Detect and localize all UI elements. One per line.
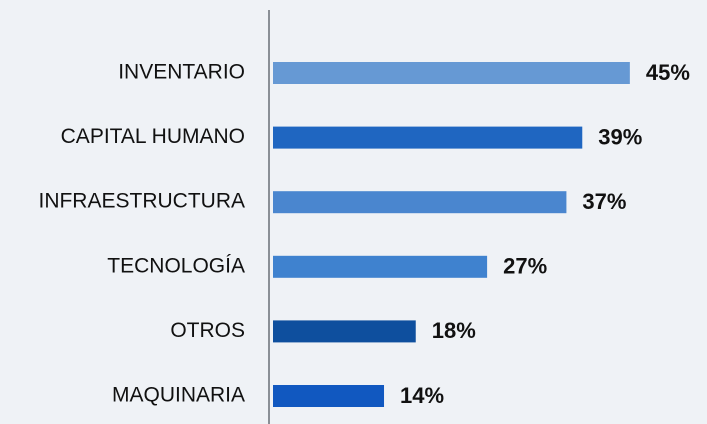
bar bbox=[273, 320, 416, 343]
value-label: 18% bbox=[432, 318, 476, 343]
bar bbox=[273, 385, 385, 407]
value-label: 27% bbox=[503, 254, 547, 279]
bar bbox=[273, 191, 567, 214]
value-label: 14% bbox=[400, 383, 444, 408]
bar bbox=[273, 126, 583, 149]
category-label: CAPITAL HUMANO bbox=[61, 125, 245, 148]
value-label: 37% bbox=[582, 189, 626, 214]
category-label: INVENTARIO bbox=[118, 61, 245, 84]
category-label: MAQUINARIA bbox=[112, 384, 245, 407]
category-label: OTROS bbox=[170, 319, 245, 342]
bar bbox=[273, 62, 630, 84]
value-label: 39% bbox=[598, 124, 642, 149]
value-label: 45% bbox=[646, 60, 690, 85]
category-label: TECNOLOGÍA bbox=[107, 254, 245, 277]
category-label: INFRAESTRUCTURA bbox=[38, 190, 245, 213]
bar bbox=[273, 255, 488, 278]
